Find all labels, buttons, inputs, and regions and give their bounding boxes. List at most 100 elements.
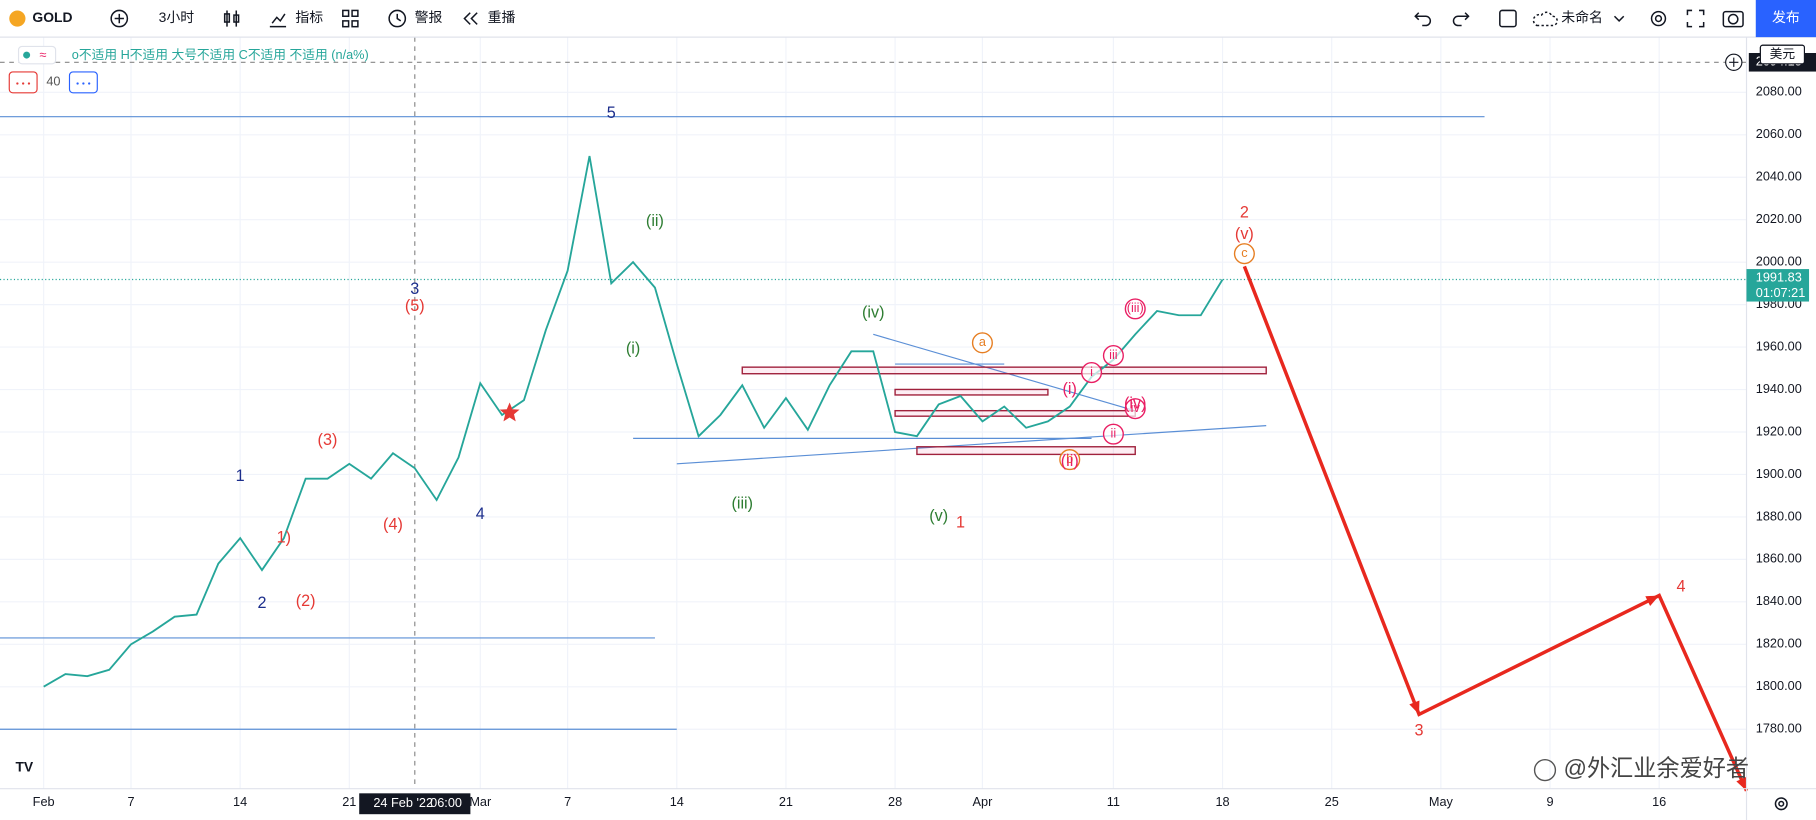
box xyxy=(894,388,1049,396)
wave-circle xyxy=(1081,362,1103,384)
y-tick-label: 1920.00 xyxy=(1756,423,1802,438)
watermark: @外汇业余爱好者 xyxy=(1533,755,1749,782)
arrow-head xyxy=(1645,595,1660,607)
axes: Feb 7 14 21 Mar 7 14 21 28 Apr 11 18 25 May 9 161780.00… xyxy=(33,44,1816,815)
x-tick-label: 7 xyxy=(564,794,571,809)
legend-toggle[interactable] xyxy=(17,45,57,65)
dot xyxy=(88,82,91,85)
legend-ohlc: o不适用 H不适用 大号不适用 C不适用 不适用 (n/a%) xyxy=(72,47,369,62)
wave-circle xyxy=(971,332,993,354)
wave-circle xyxy=(1124,398,1146,420)
wave-label: 2 xyxy=(257,594,266,612)
layout-name[interactable]: 未命名 xyxy=(1561,9,1603,25)
wave-label: (iii) xyxy=(1127,300,1144,315)
replay-icon[interactable] xyxy=(463,12,478,25)
x-tick-label: 16 xyxy=(1652,794,1666,809)
settings-icon[interactable] xyxy=(1650,10,1667,27)
wave-label: 1) xyxy=(277,528,291,546)
symbol[interactable]: GOLD xyxy=(32,9,72,25)
interval[interactable]: 3小时 xyxy=(159,9,195,25)
volume-value: 40 xyxy=(46,74,60,89)
x-tick-label: 7 xyxy=(127,794,134,809)
crosshair-time: 06:00 xyxy=(430,795,462,810)
alerts[interactable]: 警报 xyxy=(415,9,443,25)
legend-wave-icon: ≈ xyxy=(39,47,46,62)
wave-label: a xyxy=(979,334,987,349)
wave-label: b xyxy=(1066,451,1073,466)
layout-icon[interactable] xyxy=(1499,9,1517,28)
layout-menu[interactable] xyxy=(1613,15,1625,22)
x-tick-label: 14 xyxy=(233,794,247,809)
y-tick-label: 1960.00 xyxy=(1756,338,1802,353)
y-tick-label: 1860.00 xyxy=(1756,551,1802,566)
wave-label: (i) xyxy=(1063,380,1077,398)
last-price: 1991.83 xyxy=(1756,270,1802,285)
wave-label: 3 xyxy=(410,280,419,298)
dot xyxy=(22,82,25,85)
x-tick-label: 11 xyxy=(1107,794,1120,809)
dot xyxy=(76,82,79,85)
wave-label: iv xyxy=(1131,400,1141,415)
wave-circle xyxy=(1102,423,1124,445)
toolbar-bg xyxy=(0,0,1816,38)
wave-label: c xyxy=(1241,245,1248,260)
x-tick-label: 25 xyxy=(1325,794,1339,809)
cloud-icon[interactable] xyxy=(1532,11,1558,27)
box xyxy=(741,366,1267,375)
wave-label: 1 xyxy=(236,467,245,485)
indicators-icon[interactable] xyxy=(269,13,287,28)
redo-icon[interactable] xyxy=(1452,12,1470,27)
fullscreen-icon[interactable] xyxy=(1686,9,1705,28)
arrow-head xyxy=(1409,700,1420,715)
y-tick-label: 2040.00 xyxy=(1756,169,1802,184)
wave-label: 4 xyxy=(476,505,485,523)
x-tick-label: 14 xyxy=(670,794,684,809)
y-tick-label: 1800.00 xyxy=(1756,678,1802,693)
chart-type-icon[interactable] xyxy=(223,10,240,27)
replay[interactable]: 重播 xyxy=(488,9,516,25)
wave-label: 1 xyxy=(956,514,965,532)
axis-settings[interactable] xyxy=(1774,797,1788,811)
undo-icon[interactable] xyxy=(1414,12,1432,27)
x-tick-label: Mar xyxy=(469,794,492,809)
symbol-logo xyxy=(9,10,26,27)
price-line xyxy=(43,155,1224,688)
legend: ≈ o不适用 H不适用 大号不适用 C不适用 不适用 (n/a%) 40 xyxy=(8,45,369,94)
y-tick-label: 1780.00 xyxy=(1756,721,1802,736)
dot xyxy=(16,82,19,85)
wave-circle xyxy=(1059,449,1081,471)
add-symbol-icon[interactable] xyxy=(110,9,129,28)
last-price-box xyxy=(1746,269,1810,302)
wave-label: 2 xyxy=(1240,204,1249,222)
x-tick-label: May xyxy=(1429,794,1454,809)
currency[interactable]: 美元 xyxy=(1770,46,1796,61)
y-tick-label: 1820.00 xyxy=(1756,636,1802,651)
wave-label: ii xyxy=(1111,425,1117,440)
publish-label[interactable]: 发布 xyxy=(1772,9,1800,25)
tv-logo: TV xyxy=(9,753,40,780)
forecast-path xyxy=(1242,265,1749,792)
crosshair-date-box xyxy=(359,793,471,815)
trend-line xyxy=(676,425,1267,465)
wave-label: 5 xyxy=(607,104,616,122)
x-tick-label: 9 xyxy=(1546,794,1553,809)
x-tick-label: Feb xyxy=(33,794,55,809)
y-tick-label: 1840.00 xyxy=(1756,593,1802,608)
publish-button[interactable] xyxy=(1755,0,1816,38)
y-tick-label: 2000.00 xyxy=(1756,254,1802,269)
star-marker xyxy=(499,402,520,422)
indicators[interactable]: 指标 xyxy=(295,9,323,25)
currency-box xyxy=(1759,44,1805,65)
y-tick-label: 1900.00 xyxy=(1756,466,1802,481)
x-tick-label: Apr xyxy=(973,794,994,809)
snapshot-icon[interactable] xyxy=(1722,10,1744,28)
y-tick-label: 2080.00 xyxy=(1756,84,1802,99)
x-tick-label: 28 xyxy=(888,794,902,809)
wave-circle xyxy=(1102,345,1124,367)
templates-icon[interactable] xyxy=(342,9,359,28)
alerts-icon[interactable] xyxy=(388,9,407,28)
wave-label: 3 xyxy=(1415,722,1424,740)
countdown: 01:07:21 xyxy=(1756,285,1806,300)
wave-label: (i) xyxy=(626,339,640,357)
